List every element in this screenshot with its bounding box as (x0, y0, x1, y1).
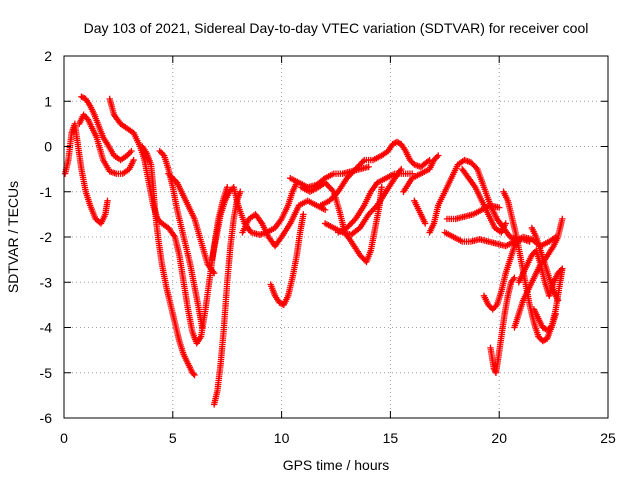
x-tick-label: 15 (383, 430, 399, 446)
x-tick-label: 0 (60, 430, 68, 446)
data-point (156, 147, 163, 155)
data-point (435, 152, 442, 159)
data-point (395, 139, 402, 146)
y-tick-label: -5 (40, 365, 53, 381)
data-point (346, 221, 353, 229)
x-axis-label: GPS time / hours (283, 457, 390, 473)
data-point (224, 184, 231, 191)
data-point (371, 205, 378, 212)
x-tick-label: 20 (491, 430, 507, 446)
data-point (398, 165, 405, 173)
data-point (198, 324, 206, 331)
data-point (157, 149, 165, 156)
y-tick-label: -1 (40, 184, 53, 200)
data-point (321, 206, 329, 214)
data-point (327, 185, 335, 192)
data-point (559, 215, 566, 223)
y-tick-label: 2 (44, 48, 52, 64)
axis-ticks: 0 5 10 15 20 25 -6 -5 -4 -3 -2 -1 0 1 2 (40, 48, 616, 446)
data-point (433, 153, 441, 161)
x-tick-label: 10 (274, 430, 290, 446)
y-tick-label: -3 (40, 274, 53, 290)
data-point (128, 147, 135, 155)
data-point (349, 218, 356, 226)
data-point (326, 184, 333, 191)
data-point (378, 184, 385, 191)
data-point (332, 191, 339, 198)
data-point (348, 220, 355, 227)
y-tick-label: -6 (40, 410, 53, 426)
data-point (559, 265, 566, 272)
data-point (490, 304, 498, 312)
y-tick-label: 1 (44, 93, 52, 109)
y-axis-label: SDTVAR / TECUs (5, 181, 21, 293)
data-point (496, 204, 503, 211)
chart-title: Day 103 of 2021, Sidereal Day-to-day VTE… (84, 20, 589, 36)
data-point (365, 163, 372, 171)
data-point (191, 371, 198, 379)
data-point (210, 270, 218, 277)
data-point (300, 211, 307, 218)
data-point (368, 208, 375, 215)
x-tick-label: 5 (169, 430, 177, 446)
data-point (489, 306, 496, 313)
data-point (79, 94, 87, 101)
data-point (422, 220, 429, 227)
y-tick-label: -2 (40, 229, 53, 245)
data-point (130, 156, 137, 164)
data-point (472, 164, 480, 171)
data-point (323, 181, 330, 188)
x-tick-label: 25 (600, 430, 616, 446)
y-tick-label: -4 (40, 320, 53, 336)
data-point (424, 158, 432, 165)
data-point (511, 274, 518, 281)
data-points (61, 93, 566, 408)
data-point (359, 158, 367, 165)
data-point (104, 197, 111, 204)
data-point (502, 220, 509, 227)
data-point (126, 149, 134, 156)
y-tick-label: 0 (44, 139, 52, 155)
data-point (237, 188, 244, 195)
data-point (190, 370, 197, 378)
